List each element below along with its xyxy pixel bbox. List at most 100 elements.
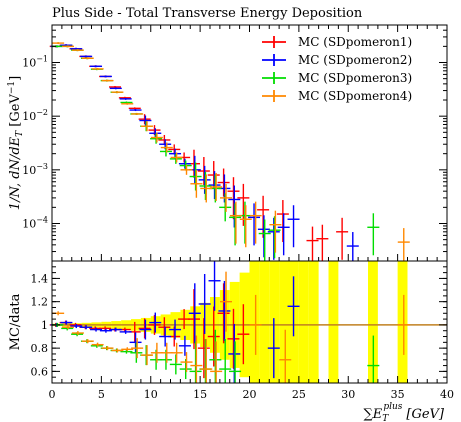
ratio-point <box>159 326 172 347</box>
data-point <box>217 168 230 197</box>
data-point <box>109 87 122 90</box>
ratio-point <box>99 326 112 331</box>
data-point <box>210 172 223 201</box>
data-point <box>269 210 282 253</box>
ratio-uncertainty-band <box>52 261 408 383</box>
ratio-point <box>158 317 171 338</box>
ratio-point <box>187 289 200 350</box>
ratio-point <box>188 283 201 344</box>
ratio-point <box>120 349 133 354</box>
data-point <box>227 177 240 220</box>
data-point <box>316 224 329 261</box>
data-point <box>129 109 142 112</box>
band-segment <box>249 261 260 383</box>
x-tick-label: 15 <box>193 388 207 401</box>
data-point <box>119 97 132 100</box>
ratio-point <box>71 331 84 336</box>
data-point <box>257 195 270 238</box>
data-point <box>197 157 210 186</box>
data-point <box>287 205 300 248</box>
ratio-point <box>99 328 112 333</box>
data-point <box>198 165 211 194</box>
ratio-point <box>169 319 182 340</box>
x-tick-label: 40 <box>440 388 454 401</box>
data-point <box>52 42 65 45</box>
x-tick-label: 30 <box>341 388 355 401</box>
data-point <box>81 57 94 60</box>
ratio-point <box>60 320 73 325</box>
data-point <box>346 232 359 261</box>
data-point <box>138 114 151 125</box>
legend-label: MC (SDpomeron4) <box>298 89 412 103</box>
ratio-point <box>111 348 124 353</box>
y-tick-label: 10−1 <box>22 55 48 70</box>
x-tick-label: 0 <box>49 388 56 401</box>
data-point <box>248 203 261 246</box>
ratio-point <box>197 318 210 379</box>
data-point <box>229 201 242 244</box>
ratio-point <box>141 345 154 366</box>
ratio-point <box>217 283 230 344</box>
axis-ticks <box>51 24 448 383</box>
x-tick-label: 10 <box>144 388 158 401</box>
data-point <box>200 174 213 203</box>
ratio-y-tick-label: 1 <box>41 319 48 332</box>
chart-title: Plus Side - Total Transverse Energy Depo… <box>52 6 363 21</box>
data-point <box>128 107 141 110</box>
band-segment <box>368 261 378 383</box>
ratio-point <box>170 342 183 363</box>
data-point <box>199 171 212 200</box>
ratio-point <box>208 261 221 311</box>
ratio-point <box>148 314 161 335</box>
data-point <box>99 75 112 78</box>
band-segment <box>328 261 339 383</box>
data-point <box>220 183 233 212</box>
x-tick-label: 25 <box>292 388 306 401</box>
ratio-point <box>249 294 262 355</box>
ratio-point <box>131 338 144 359</box>
ratio-point <box>229 341 242 383</box>
x-axis-label: ∑ETplus [GeV] <box>364 402 445 422</box>
data-point <box>150 132 163 143</box>
ratio-point <box>209 329 222 383</box>
y-tick-label: 10−4 <box>22 215 48 230</box>
ratio-point <box>200 339 213 383</box>
ratio-point <box>367 335 380 383</box>
data-point <box>367 213 380 256</box>
ratio-point <box>109 327 122 332</box>
ratio-point <box>279 329 292 383</box>
ratio-point <box>80 325 93 330</box>
data-point <box>160 142 173 153</box>
ratio-point <box>287 276 300 337</box>
ratio-point <box>62 325 75 330</box>
data-point <box>131 112 144 115</box>
ratio-y-label: MC/data <box>8 293 23 350</box>
data-point <box>180 164 193 175</box>
ratio-point <box>169 354 182 375</box>
data-point <box>149 128 162 139</box>
ratio-point <box>119 329 132 334</box>
data-point <box>108 85 121 88</box>
data-point <box>111 91 124 94</box>
x-tick-label: 20 <box>243 388 257 401</box>
ratio-y-tick-label: 1.2 <box>31 296 49 309</box>
ratio-point <box>121 347 134 352</box>
ratio-point <box>198 273 211 334</box>
data-point <box>257 215 270 258</box>
data-point <box>229 203 242 246</box>
axis-tick-labels: 0 5 10 15 20 25 30 35 40 10−1 10−2 10−3 10−4 0.6 0.8 1 1… <box>22 55 454 401</box>
ratio-point <box>81 339 94 344</box>
ratio-point <box>101 346 114 351</box>
data-point <box>90 65 103 68</box>
x-tick-label: 35 <box>391 388 405 401</box>
ratio-point <box>90 327 103 332</box>
legend-label: MC (SDpomeron1) <box>298 35 412 49</box>
data-point <box>258 219 271 261</box>
data-point <box>158 134 171 145</box>
data-point <box>306 226 319 261</box>
data-point <box>179 160 192 171</box>
band-segment <box>397 261 408 383</box>
ratio-point <box>397 294 410 355</box>
ratio-point <box>220 271 233 332</box>
data-point <box>276 200 289 243</box>
